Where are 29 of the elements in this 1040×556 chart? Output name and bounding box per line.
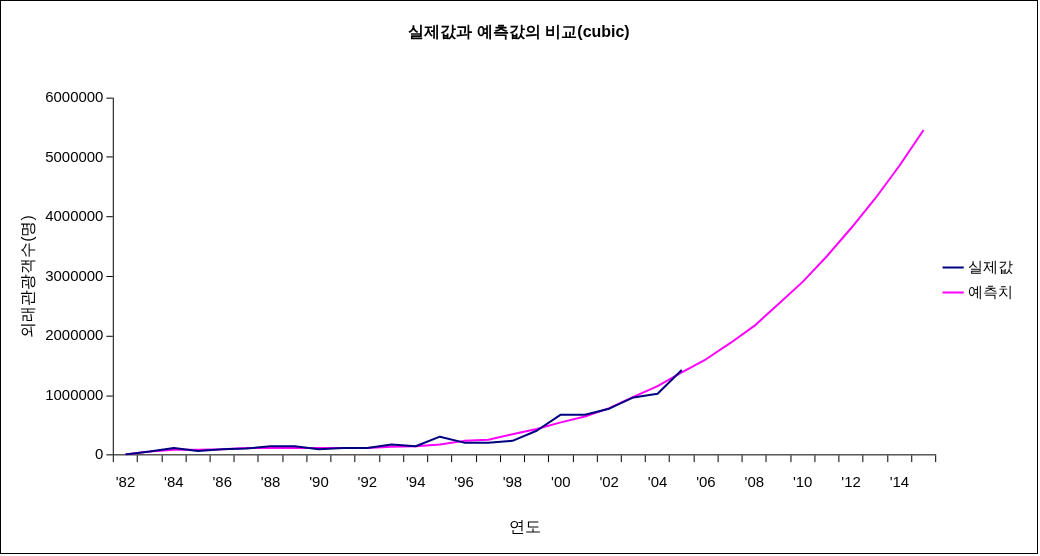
y-tick-label: 3000000 xyxy=(45,266,104,284)
y-tick-label: 0 xyxy=(95,445,104,463)
x-axis-title: 연도 xyxy=(508,517,541,535)
chart-title: 실제값과 예측값의 비교(cubic) xyxy=(408,22,630,40)
x-tick-label: '14 xyxy=(889,473,910,491)
x-tick-label: '10 xyxy=(792,473,813,491)
y-tick-label: 1000000 xyxy=(45,385,104,403)
x-tick-label: '02 xyxy=(599,473,619,491)
x-tick-label: '00 xyxy=(551,473,571,491)
y-axis-title: 외래관광객수(명) xyxy=(18,215,36,338)
y-tick-label: 4000000 xyxy=(45,207,104,225)
x-tick-label: '94 xyxy=(405,473,426,491)
x-tick-label: '06 xyxy=(696,473,716,491)
legend-label: 예측치 xyxy=(968,282,1014,300)
x-tick-label: '12 xyxy=(841,473,861,491)
y-tick-label: 5000000 xyxy=(45,147,104,165)
y-tick-label: 6000000 xyxy=(45,87,104,105)
x-tick-label: '82 xyxy=(115,473,136,491)
x-tick-label: '84 xyxy=(164,473,184,491)
x-tick-label: '98 xyxy=(502,473,523,491)
x-tick-label: '96 xyxy=(454,473,474,491)
x-tick-label: '08 xyxy=(744,473,765,491)
x-tick-label: '04 xyxy=(647,473,668,491)
x-tick-label: '90 xyxy=(309,473,329,491)
x-tick-label: '86 xyxy=(212,473,232,491)
x-tick-label: '88 xyxy=(260,473,281,491)
x-tick-label: '92 xyxy=(357,473,378,491)
y-tick-label: 2000000 xyxy=(45,326,104,344)
legend-label: 실제값 xyxy=(968,257,1014,275)
